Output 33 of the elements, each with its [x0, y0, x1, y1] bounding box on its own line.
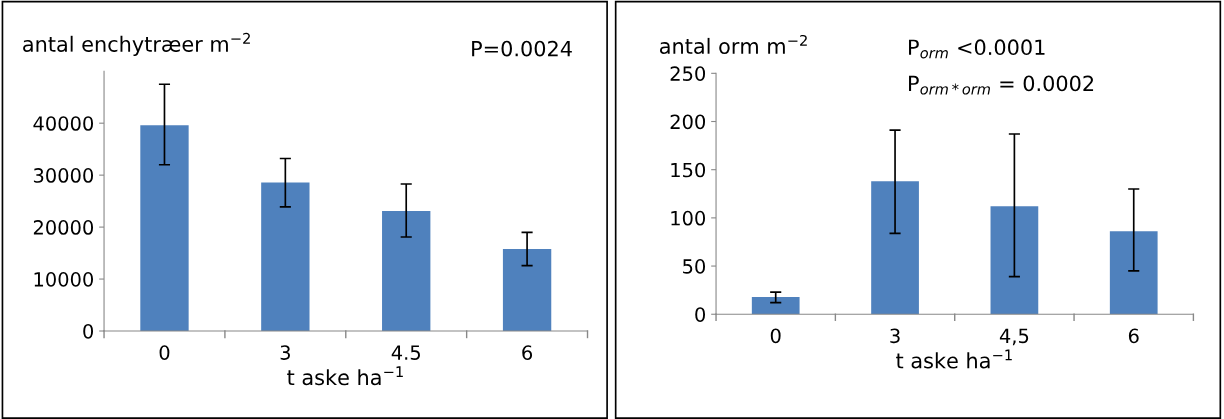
- y-tick-label: 200: [670, 114, 706, 130]
- bar: [751, 296, 800, 315]
- y-tick-label: 150: [671, 162, 706, 178]
- bar: [261, 182, 310, 332]
- bar: [140, 125, 189, 332]
- y-tick-label: 40000: [33, 116, 94, 131]
- bar: [502, 248, 552, 332]
- x-axis-title: t aske ha$^{−1}$: [896, 349, 1012, 369]
- y-tick-label: 30000: [33, 168, 94, 183]
- text: P=0.0024: [472, 40, 572, 57]
- bar: [871, 181, 919, 315]
- x-tick-label: 4.5: [391, 345, 420, 360]
- x-tick-label: 0: [770, 328, 781, 344]
- bar: [1109, 231, 1158, 315]
- x-tick-label: 3: [890, 328, 900, 344]
- x-axis-title: t aske ha$^{−1}$: [287, 366, 403, 386]
- bar: [382, 210, 431, 332]
- x-tick-label: 0: [159, 345, 170, 360]
- chart-title: antal enchytræer m$^{−2}$: [23, 32, 250, 56]
- y-tick-label: 0: [695, 307, 706, 322]
- y-tick-label: 100: [671, 210, 706, 226]
- text: P$_{orm}$ <0.0001: [909, 39, 1045, 59]
- y-tick-label: 10000: [34, 272, 94, 287]
- x-tick-label: 4,5: [999, 328, 1029, 346]
- y-tick-label: 50: [683, 259, 706, 274]
- y-tick-label: 250: [670, 66, 706, 81]
- x-tick-label: 6: [1128, 328, 1139, 344]
- x-tick-label: 3: [280, 345, 290, 360]
- bar: [990, 206, 1039, 315]
- y-tick-label: 20000: [33, 220, 94, 235]
- annotation: P$_{orm*orm}$ = 0.0002: [909, 75, 1094, 95]
- x-tick-label: 6: [522, 345, 533, 360]
- chart-title: antal orm m$^{−2}$: [660, 34, 807, 55]
